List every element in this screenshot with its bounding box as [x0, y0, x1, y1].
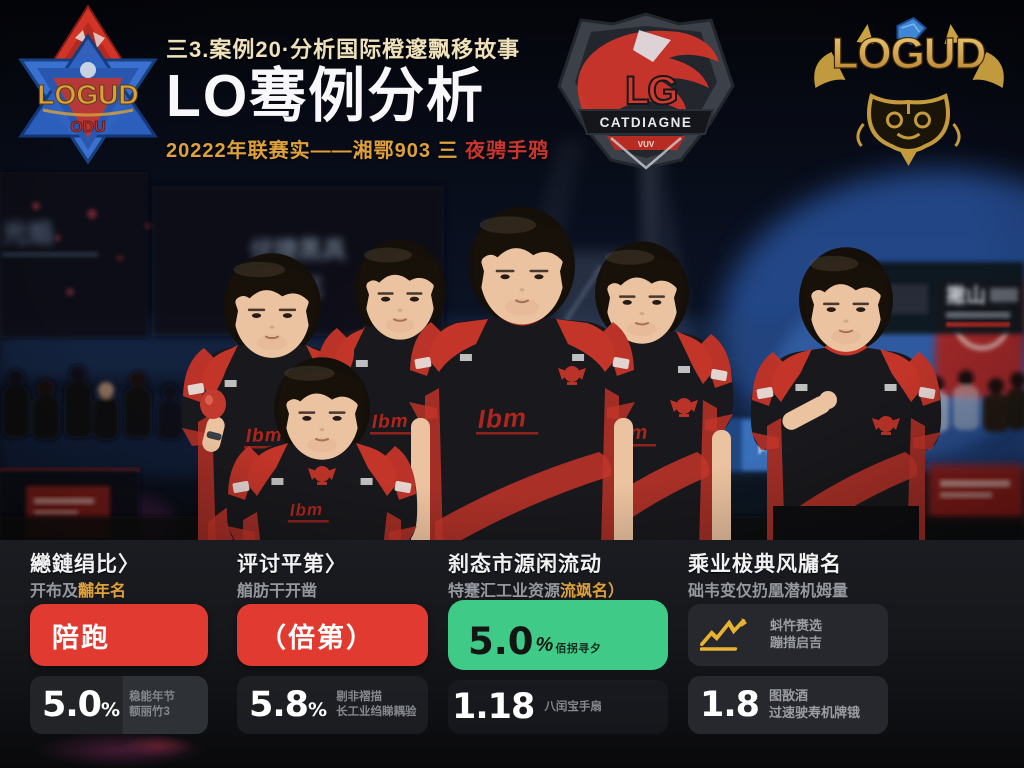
stat-value-box: 5.8% 剔非褶描 长工业绉睇耦验 — [237, 676, 428, 734]
green-suffix: % — [535, 634, 554, 656]
green-note: 佰拐寻夕 — [555, 643, 602, 655]
gold-ornament-icon — [814, 16, 1004, 166]
stat-tag-red: （倍第） — [237, 604, 428, 666]
stat-notes: 稳能年节 额丽竹3 — [129, 691, 176, 718]
subtitle: 20222年联赛实——湘鄂903 三 夜骋手鸦 — [166, 134, 566, 163]
screen-text-left: 光焰 — [1, 218, 54, 248]
stat-value: 5.8% — [249, 685, 327, 725]
stat-subheading: 艏肪干开凿 — [237, 577, 317, 601]
stat-column-3: 刹态市源闲流动 特蹇汇工业资源流飒名） 5.0% 佰拐寻夕 1.18 八闰宝手扇 — [448, 540, 668, 768]
stat-value: 1.18 — [452, 687, 535, 727]
stat-heading: 刹态市源闲流动 — [448, 553, 602, 576]
star-badge-icon — [18, 4, 158, 165]
header: LOGUD ODU 三3.案例20·分析国际橙邃飘移故事 LO骞例分析 2022… — [0, 0, 1024, 180]
banner-text: 撇山 — [946, 283, 986, 307]
sub-gray: 特蹇汇工业资源 — [448, 583, 561, 600]
emblem-chevron — [610, 137, 682, 170]
stats-panel: 纞鏈绢比〉 开布及黼年名 陪跑 5.0% 稳能年节 额丽竹3 评讨平第〉 艏肪干… — [0, 540, 1024, 768]
subtitle-yellow: 20222年联赛实——湘鄂903 三 — [166, 140, 459, 163]
chart-signature-icon — [699, 616, 748, 654]
stat-tag-red: 陪跑 — [30, 604, 208, 666]
sub-accent: 流飒名） — [560, 583, 625, 600]
stat-value-box: 5.0% 稳能年节 额丽竹3 — [30, 676, 208, 734]
stat-notes: 蚪忤赉选 蹦措启吉 — [770, 618, 823, 650]
stat-subheading: 开布及黼年名 — [30, 577, 126, 601]
jersey-text: Ibm — [477, 402, 527, 434]
emblem-monogram: LG — [625, 69, 677, 113]
stat-heading: 乘业柭典风牖名 — [688, 553, 842, 576]
emblem-ribbon — [607, 136, 685, 150]
main-title: LO骞例分析 — [166, 62, 486, 130]
subtitle-red: 夜骋手鸦 — [465, 140, 550, 163]
emblem-small-text: VUV — [638, 140, 655, 149]
sub-gray: 艏肪干开凿 — [237, 583, 318, 600]
stat-notes: 剔非褶描 长工业绉睇耦验 — [336, 691, 417, 718]
tag-label: （倍第） — [259, 622, 375, 653]
right-logo-text: LOGUD — [832, 29, 986, 78]
left-star-logo: LOGUD ODU — [12, 4, 164, 165]
emblem-banner — [577, 109, 715, 135]
stat-tag-green: 5.0% 佰拐寻夕 — [448, 600, 668, 670]
emblem-banner-text: CATDIAGNE — [600, 115, 693, 130]
stat-column-4: 乘业柭典风牖名 础韦变仅扔凰潜机姆量 蚪忤赉选 蹦措启吉 — [688, 540, 888, 768]
green-value: 5.0 — [468, 619, 534, 663]
stat-subheading: 础韦变仅扔凰潜机姆量 — [688, 577, 848, 601]
sub-gray: 开布及 — [30, 583, 79, 600]
stat-notes: 八闰宝手扇 — [544, 700, 602, 713]
stat-icon-box: 蚪忤赉选 蹦措启吉 — [688, 604, 888, 666]
right-gold-logo: LOGUD — [800, 4, 1018, 168]
jersey-text: Ibm — [371, 411, 408, 433]
sub-accent: 黼年名 — [78, 583, 127, 600]
stat-heading: 评讨平第〉 — [237, 553, 347, 576]
stat-subheading: 特蹇汇工业资源流飒名） — [448, 577, 624, 601]
title-block: 三3.案例20·分析国际橙邃飘移故事 LO骞例分析 20222年联赛实——湘鄂9… — [166, 32, 566, 163]
stat-value-box: 1.8 图敔酒 过速驶寿机牌锇 — [688, 676, 888, 734]
jersey-text: Ibm — [245, 425, 282, 447]
tag-label: 陪跑 — [52, 622, 110, 653]
team-emblem: LG CATDIAGNE VUV — [550, 10, 742, 174]
kicker-text: 三3.案例20·分析国际橙邃飘移故事 — [166, 37, 521, 62]
left-logo-subtext: ODU — [70, 119, 106, 136]
stat-value: 5.0% — [42, 685, 120, 725]
left-logo-text: LOGUD — [37, 79, 138, 110]
stat-value-row: 1.18 八闰宝手扇 — [448, 680, 668, 734]
stat-heading: 纞鏈绢比〉 — [30, 553, 140, 576]
stat-notes: 图敔酒 过速驶寿机牌锇 — [769, 688, 861, 720]
stat-column-2: 评讨平第〉 艏肪干开凿 （倍第） 5.8% 剔非褶描 长工业绉睇耦验 — [237, 540, 428, 768]
stat-value: 1.8 — [700, 685, 760, 725]
sub-gray: 础韦变仅扔凰潜机姆量 — [688, 583, 849, 600]
jersey-text: Ibm — [289, 500, 323, 520]
stat-column-1: 纞鏈绢比〉 开布及黼年名 陪跑 5.0% 稳能年节 额丽竹3 — [30, 540, 208, 768]
